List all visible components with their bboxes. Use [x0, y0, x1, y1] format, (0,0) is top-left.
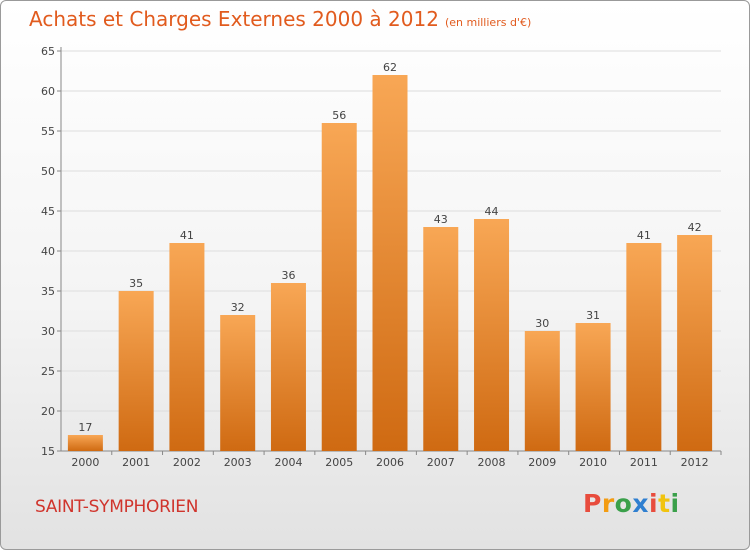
chart-title-text: Achats et Charges Externes 2000 à 2012 [29, 7, 439, 31]
x-tick-label: 2000 [71, 456, 99, 469]
y-tick-label: 45 [41, 205, 55, 218]
data-label-2002: 41 [180, 229, 194, 242]
bar-2000 [67, 435, 103, 451]
data-label-2011: 41 [637, 229, 651, 242]
bar-2010 [575, 323, 611, 451]
x-tick-label: 2003 [224, 456, 252, 469]
x-tick-label: 2004 [274, 456, 302, 469]
bar-2011 [626, 243, 662, 451]
y-tick-label: 65 [41, 45, 55, 58]
logo-letter: i [649, 489, 659, 518]
y-tick-label: 15 [41, 445, 55, 458]
y-tick-label: 50 [41, 165, 55, 178]
x-tick-label: 2005 [325, 456, 353, 469]
x-tick-label: 2008 [478, 456, 506, 469]
data-labels: 17 35 41 32 36 56 62 43 44 30 31 41 42 [78, 61, 701, 434]
data-label-2010: 31 [586, 309, 600, 322]
x-tick-label: 2009 [528, 456, 556, 469]
y-tick-label: 35 [41, 285, 55, 298]
logo-letter: P [583, 489, 602, 518]
bar-2004 [270, 283, 306, 451]
logo-letter: r [601, 489, 615, 518]
x-tick-label: 2001 [122, 456, 150, 469]
y-tick-label: 55 [41, 125, 55, 138]
y-tick-label: 25 [41, 365, 55, 378]
bar-2006 [372, 75, 408, 451]
data-label-2006: 62 [383, 61, 397, 74]
proxiti-logo: Proxiti [583, 489, 680, 518]
bar-2009 [524, 331, 560, 451]
x-tick-label: 2002 [173, 456, 201, 469]
y-tick-label: 30 [41, 325, 55, 338]
data-label-2007: 43 [434, 213, 448, 226]
chart-title: Achats et Charges Externes 2000 à 2012 (e… [29, 7, 531, 31]
data-label-2008: 44 [485, 205, 499, 218]
x-tick-label: 2011 [630, 456, 658, 469]
bar-2003 [220, 315, 256, 451]
logo-letter: o [614, 489, 633, 518]
bar-2001 [118, 291, 154, 451]
logo-letter: i [670, 489, 680, 518]
bar-2007 [423, 227, 459, 451]
chart-subtitle: (en milliers d'€) [444, 16, 532, 29]
data-label-2009: 30 [535, 317, 549, 330]
logo-letter: x [632, 489, 649, 518]
logo-letter: t [658, 489, 671, 518]
data-label-2004: 36 [281, 269, 295, 282]
bars [67, 75, 713, 451]
data-label-2003: 32 [231, 301, 245, 314]
y-tick-label: 20 [41, 405, 55, 418]
data-label-2000: 17 [78, 421, 92, 434]
y-tick-label: 40 [41, 245, 55, 258]
x-tick-label: 2012 [681, 456, 709, 469]
data-label-2012: 42 [688, 221, 702, 234]
y-tick-label: 60 [41, 85, 55, 98]
bar-2005 [321, 123, 357, 451]
bar-2008 [474, 219, 510, 451]
data-label-2005: 56 [332, 109, 346, 122]
bar-2012 [677, 235, 713, 451]
place-name: SAINT-SYMPHORIEN [35, 497, 199, 517]
bar-2002 [169, 243, 205, 451]
data-label-2001: 35 [129, 277, 143, 290]
x-tick-label: 2006 [376, 456, 404, 469]
x-tick-label: 2010 [579, 456, 607, 469]
x-tick-label: 2007 [427, 456, 455, 469]
